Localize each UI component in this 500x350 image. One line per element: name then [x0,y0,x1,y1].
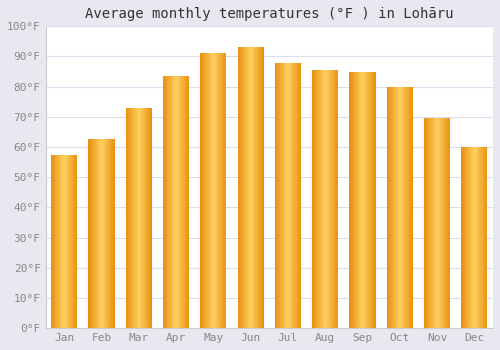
Title: Average monthly temperatures (°F ) in Lohāru: Average monthly temperatures (°F ) in Lo… [85,7,454,21]
